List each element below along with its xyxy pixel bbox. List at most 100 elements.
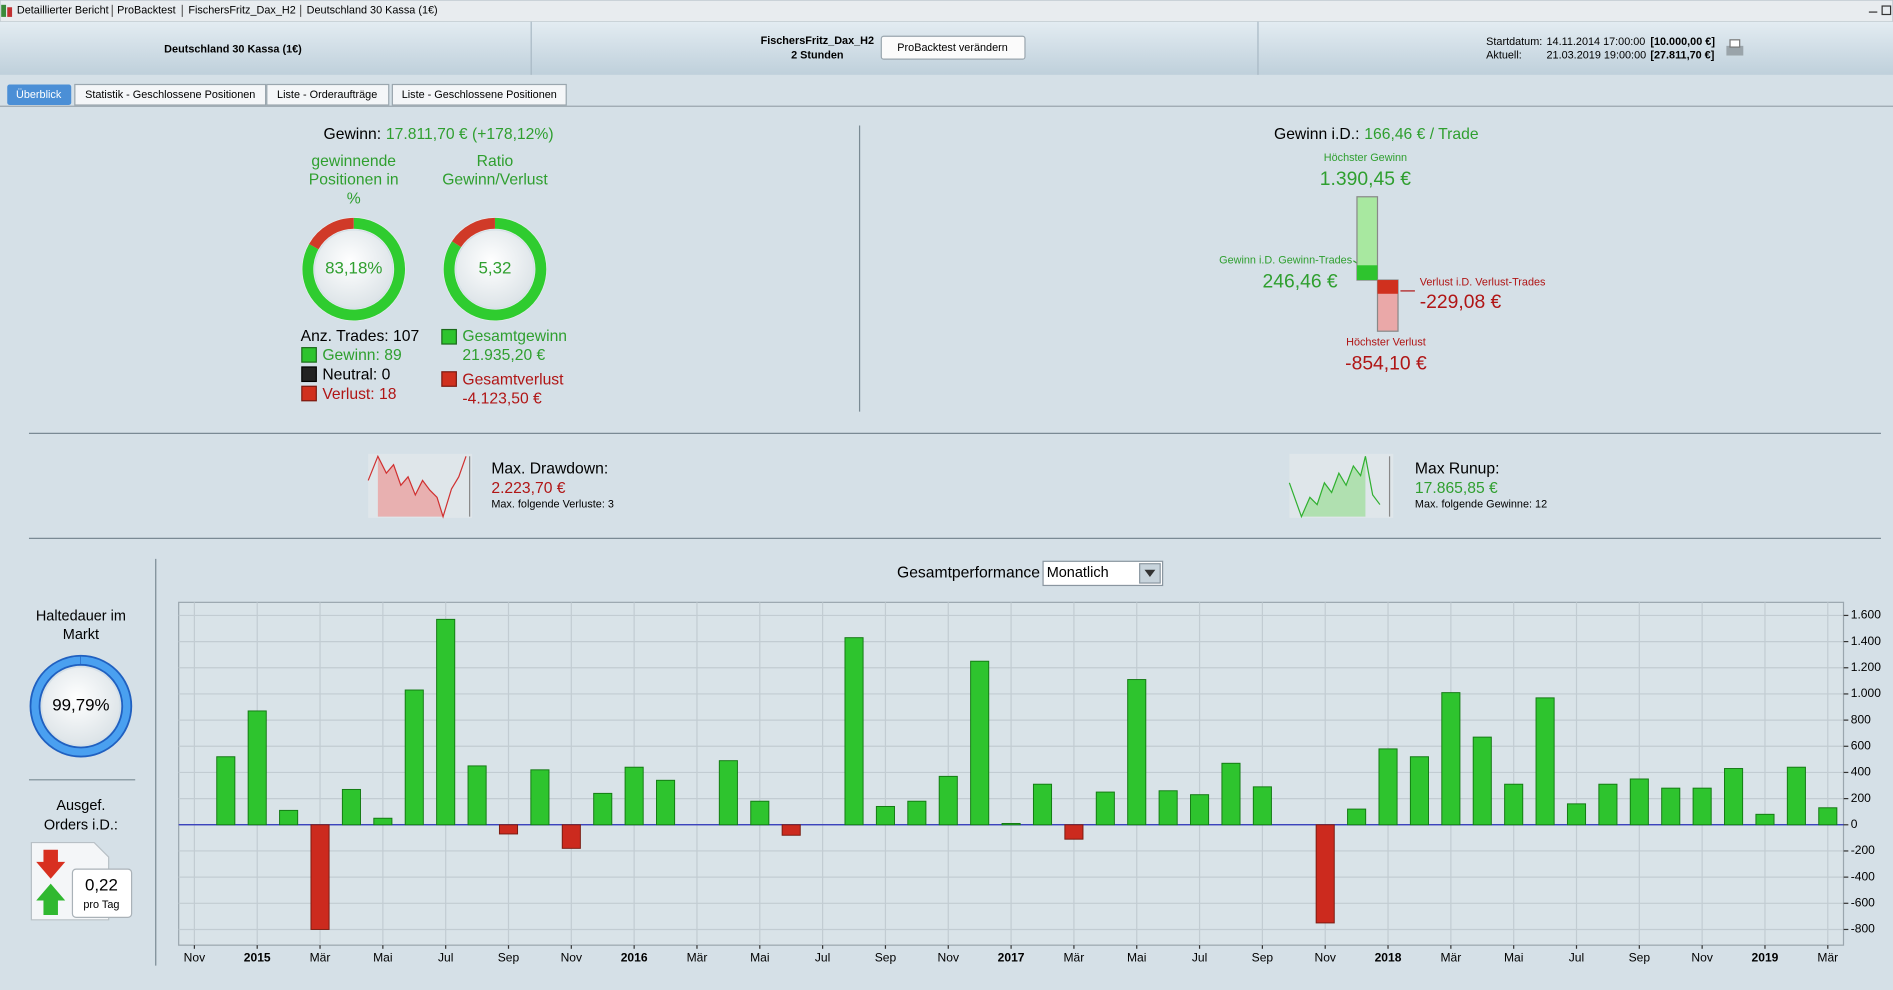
bar [1032,783,1053,826]
instrument: Deutschland 30 Kassa (1€) [164,43,302,55]
maximize-button[interactable] [1881,5,1892,16]
max-gain: 1.390,45 € [1320,169,1411,190]
donut-title: gewinnende [311,153,396,170]
x-tick-label: Jul [815,951,830,965]
bar [498,824,519,835]
neutral: Neutral: 0 [322,367,390,384]
bar [1566,803,1587,826]
y-tick-label: 800 [1851,712,1871,726]
orders-title: Ausgef. [56,798,105,814]
trades: Anz. Trades: 107 [301,328,420,345]
x-tick-label: Mär [687,951,708,965]
donut-loss [451,217,496,248]
tab[interactable] [266,83,390,106]
avg-label: Gewinn i.D.: [1274,126,1359,143]
x-tick-label: Sep [1252,951,1274,965]
orders-value: 0,22 [85,875,118,894]
avg: Gewinn i.D.: 166,46 € / Trade [1274,126,1479,143]
x-tick-label: Mär [310,951,331,965]
bar [844,637,864,826]
bar [1692,787,1712,826]
x-tick-label: Sep [498,951,520,965]
current-capital: [27.811,70 €] [1650,49,1714,61]
bar [1315,824,1335,924]
x-tick-label: Mai [1127,951,1146,965]
gain-label: Gewinn: [324,126,382,143]
bar [279,809,299,826]
tab-label: Statistik - Geschlossene Positionen [85,89,255,101]
bar [656,779,676,826]
bar [1221,762,1241,826]
bar [467,765,487,826]
y-tick-label: 1.200 [1851,660,1881,674]
bars [216,618,1838,930]
max-loss: -854,10 € [1345,354,1427,375]
x-tick-label: Sep [875,951,897,965]
y-tick-label: -200 [1851,843,1875,857]
y-tick-label: 1.000 [1851,686,1881,700]
bar [1598,783,1618,826]
losses: Verlust: 18 [322,386,396,403]
x-tick-label: 2018 [1375,951,1402,965]
y-tick-label: 1.600 [1851,608,1881,622]
y-tick-label: 600 [1851,738,1871,752]
current-label: Aktuell: [1486,49,1522,61]
drawdown-note: Max. folgende Verluste: 3 [491,498,614,510]
arrow-glyph [1144,569,1156,577]
bar [1001,822,1021,826]
tab-active[interactable] [7,84,72,106]
start-capital: [10.000,00 €] [1650,36,1715,48]
bar [1786,766,1806,826]
bar [1535,697,1555,826]
bar [1127,679,1147,826]
x-tick-label: Jul [1192,951,1207,965]
current-date: 21.03.2019 19:00:00 [1547,49,1647,61]
x-tick-label: Jul [438,951,453,965]
chart-title: Gesamtperformance [897,565,1040,582]
tab[interactable] [74,83,267,106]
x-tick-label: 2019 [1752,951,1779,965]
bar [1441,692,1461,826]
donut-center [456,230,534,308]
wins: Gewinn: 89 [322,347,401,364]
donut-label: 5,32 [479,259,512,278]
bar [404,689,424,826]
y-tick-label: -600 [1851,895,1875,909]
gain: Gewinn: 17.811,70 € (+178,12%) [324,126,554,143]
gross-loss-label: Gesamtverlust [462,371,564,388]
avg-win-label: Gewinn i.D. Gewinn-Trades [1219,255,1353,267]
bar [593,792,613,826]
bar [970,660,990,826]
timeframe: 2 Stunden [791,49,844,61]
edit-button[interactable] [880,35,1026,60]
avg-loss-label: Verlust i.D. Verlust-Trades [1420,276,1546,288]
x-tick-label: Mai [373,951,392,965]
holding-center [42,667,120,745]
holding-title: Markt [63,627,99,643]
y-tick-label: 200 [1851,791,1871,805]
bar [341,788,361,826]
avg-win: 246,46 € [1263,272,1338,293]
legend-swatch [301,366,317,383]
donut-title: Positionen in [309,172,399,189]
print-icon[interactable] [1726,39,1744,56]
tab[interactable] [391,83,567,106]
start-date: 14.11.2014 17:00:00 [1547,36,1646,48]
avg-value: 166,46 € / Trade [1364,126,1479,143]
edit-button-label: ProBacktest verändern [897,42,1007,54]
donut-loss [309,217,354,250]
gain-value: 17.811,70 € (+178,12%) [386,126,554,143]
x-tick-label: Nov [561,951,582,965]
drawdown: 2.223,70 € [491,480,565,497]
holding-title: Haltedauer im [36,609,126,625]
bar [373,817,393,826]
period-value: Monatlich [1047,565,1109,581]
bar [1190,794,1210,826]
x-tick-label: Nov [1314,951,1335,965]
bar [750,800,770,826]
runup-note: Max. folgende Gewinne: 12 [1415,498,1547,510]
app-icon [7,7,13,17]
title-item: FischersFritz_Dax_H2 [188,5,295,17]
runup-thumbnail [1288,453,1394,519]
